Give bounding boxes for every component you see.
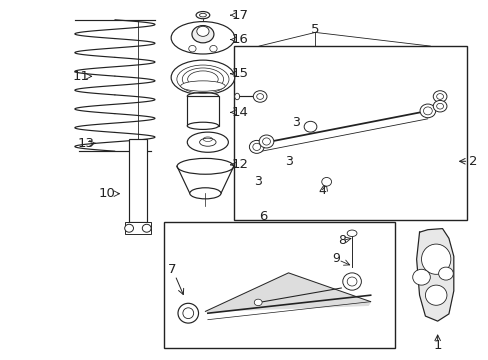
Ellipse shape [189,188,221,199]
Bar [187,96,218,126]
Text: 9: 9 [332,252,340,265]
Text: 3: 3 [254,175,262,188]
Ellipse shape [436,94,443,99]
Ellipse shape [187,93,218,100]
Bar [233,46,466,220]
Ellipse shape [183,308,193,319]
Ellipse shape [209,45,217,52]
Ellipse shape [321,177,331,186]
Text: 4: 4 [318,184,326,197]
Ellipse shape [259,135,273,148]
Ellipse shape [192,26,214,43]
Ellipse shape [412,269,429,285]
Text: 3: 3 [291,116,299,129]
Text: 14: 14 [231,106,247,119]
Ellipse shape [346,230,356,237]
Text: 6: 6 [258,210,267,223]
Ellipse shape [346,277,356,286]
Ellipse shape [436,103,443,109]
Ellipse shape [253,91,266,102]
Ellipse shape [432,100,446,112]
Ellipse shape [196,12,209,19]
Text: 1: 1 [432,339,441,352]
Text: 3: 3 [285,155,293,168]
Ellipse shape [199,13,206,17]
Ellipse shape [124,224,133,232]
Ellipse shape [423,107,431,115]
Ellipse shape [178,303,198,323]
Ellipse shape [249,140,264,153]
Text: 7: 7 [167,263,176,276]
Ellipse shape [177,158,233,174]
Ellipse shape [187,132,228,152]
Text: 11: 11 [72,70,89,83]
Ellipse shape [234,93,239,100]
Ellipse shape [438,267,452,280]
Bar [125,222,150,234]
Bar [163,222,394,348]
Text: 13: 13 [77,137,94,150]
Bar [128,139,147,222]
Ellipse shape [199,138,216,146]
Ellipse shape [256,94,263,99]
Text: 12: 12 [231,158,247,171]
Text: 8: 8 [338,234,346,247]
Text: 5: 5 [310,23,319,36]
Ellipse shape [421,244,450,274]
Text: 17: 17 [231,9,247,22]
Ellipse shape [432,91,446,102]
Polygon shape [416,229,453,321]
Ellipse shape [252,143,260,150]
Ellipse shape [196,26,209,36]
Text: 10: 10 [98,187,115,200]
Ellipse shape [142,224,151,232]
Ellipse shape [181,81,225,91]
Ellipse shape [171,60,234,95]
Ellipse shape [342,273,361,290]
Ellipse shape [188,45,196,52]
Ellipse shape [262,138,270,145]
Ellipse shape [419,104,435,118]
Ellipse shape [171,22,234,54]
Ellipse shape [425,285,446,305]
Polygon shape [205,273,370,311]
Ellipse shape [187,122,218,129]
Text: 2: 2 [468,155,477,168]
Text: 15: 15 [231,67,247,80]
Ellipse shape [304,121,316,132]
Ellipse shape [254,299,262,306]
Text: 16: 16 [231,33,247,46]
